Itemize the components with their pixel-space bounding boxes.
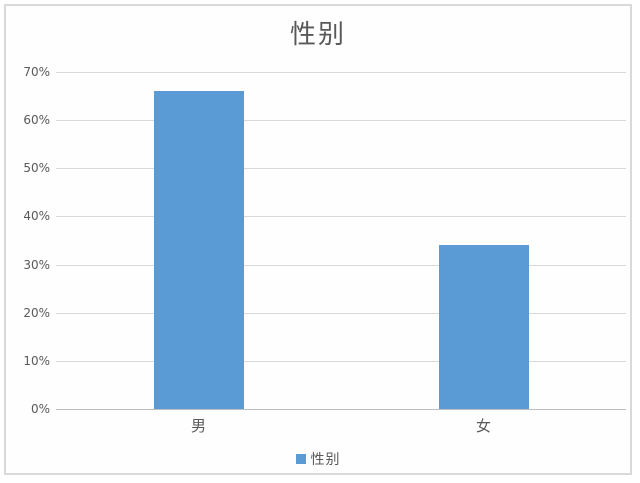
gridline — [56, 216, 626, 218]
gridline — [56, 312, 626, 314]
gridline — [56, 120, 626, 122]
gridline — [56, 409, 626, 410]
x-category-label: 男 — [190, 417, 206, 435]
gridline — [56, 264, 626, 266]
gridline — [56, 168, 626, 170]
gridline — [56, 72, 626, 73]
chart-title: 性别 — [289, 20, 346, 50]
plot-area — [56, 72, 626, 410]
y-tick-label: 40% — [23, 209, 50, 224]
x-category-label: 女 — [475, 417, 491, 435]
y-tick-label: 10% — [23, 353, 50, 368]
y-tick-label: 70% — [23, 65, 50, 79]
chart-frame: 性别 0% 10% 20% 30% 40% 50% 60% 70% 男 女 性别 — [4, 4, 632, 475]
bar-女 — [438, 245, 529, 409]
legend-swatch-icon — [295, 454, 306, 464]
y-tick-label: 50% — [23, 161, 50, 176]
gridline — [56, 360, 626, 362]
legend-label: 性别 — [310, 452, 341, 468]
y-tick-label: 30% — [23, 257, 50, 272]
bar-男 — [153, 91, 244, 409]
y-tick-label: 20% — [23, 305, 50, 320]
legend: 性别 — [6, 449, 630, 469]
y-tick-label: 60% — [23, 113, 50, 128]
y-tick-label: 0% — [30, 402, 50, 416]
